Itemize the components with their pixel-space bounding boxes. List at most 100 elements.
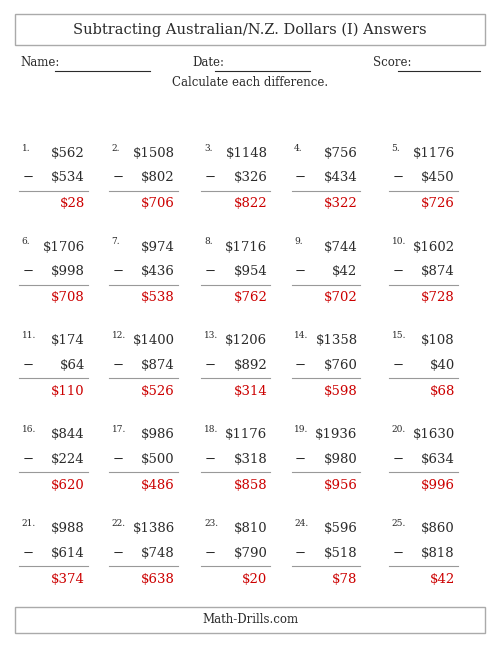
- Text: $858: $858: [234, 479, 268, 492]
- Text: −: −: [295, 265, 306, 278]
- Text: $224: $224: [52, 453, 85, 466]
- Text: $1508: $1508: [133, 147, 175, 160]
- Text: $802: $802: [142, 171, 175, 184]
- Text: $1936: $1936: [315, 428, 358, 441]
- Text: 21.: 21.: [22, 519, 36, 528]
- Text: −: −: [22, 547, 34, 560]
- Text: 15.: 15.: [392, 331, 406, 340]
- Text: 11.: 11.: [22, 331, 36, 340]
- Text: $314: $314: [234, 385, 268, 398]
- Text: −: −: [22, 171, 34, 184]
- Text: 22.: 22.: [112, 519, 126, 528]
- Bar: [15, 607, 485, 633]
- Text: $318: $318: [234, 453, 268, 466]
- Text: $974: $974: [141, 241, 175, 254]
- Text: 18.: 18.: [204, 425, 218, 434]
- Text: $40: $40: [430, 359, 455, 372]
- Text: $822: $822: [234, 197, 268, 210]
- Text: $42: $42: [332, 265, 357, 278]
- Text: $486: $486: [142, 479, 175, 492]
- Text: $760: $760: [324, 359, 358, 372]
- Text: 14.: 14.: [294, 331, 308, 340]
- Text: 12.: 12.: [112, 331, 126, 340]
- Text: $954: $954: [234, 265, 268, 278]
- Text: $174: $174: [52, 334, 85, 347]
- Text: $762: $762: [234, 291, 268, 304]
- Text: −: −: [112, 265, 124, 278]
- Text: Math-Drills.com: Math-Drills.com: [202, 613, 298, 626]
- Text: $42: $42: [430, 573, 455, 586]
- Text: $614: $614: [52, 547, 85, 560]
- Text: Score:: Score:: [372, 56, 411, 69]
- Text: −: −: [205, 265, 216, 278]
- Text: 9.: 9.: [294, 237, 302, 247]
- Text: $1206: $1206: [226, 334, 268, 347]
- Text: −: −: [205, 453, 216, 466]
- Text: $988: $988: [52, 522, 85, 535]
- Text: $1630: $1630: [413, 428, 455, 441]
- Text: $374: $374: [51, 573, 85, 586]
- Text: 25.: 25.: [392, 519, 406, 528]
- Text: $562: $562: [52, 147, 85, 160]
- Text: 6.: 6.: [22, 237, 30, 247]
- Text: $322: $322: [324, 197, 358, 210]
- Text: $1716: $1716: [225, 241, 268, 254]
- Text: $1400: $1400: [133, 334, 175, 347]
- Text: $596: $596: [324, 522, 358, 535]
- Text: −: −: [392, 547, 404, 560]
- Text: 16.: 16.: [22, 425, 36, 434]
- Text: $620: $620: [52, 479, 85, 492]
- Text: −: −: [392, 171, 404, 184]
- Text: 23.: 23.: [204, 519, 218, 528]
- Text: $748: $748: [142, 547, 175, 560]
- Text: $1602: $1602: [413, 241, 455, 254]
- Text: $526: $526: [142, 385, 175, 398]
- Text: 13.: 13.: [204, 331, 218, 340]
- Text: $986: $986: [141, 428, 175, 441]
- Text: −: −: [22, 453, 34, 466]
- Text: 24.: 24.: [294, 519, 308, 528]
- Text: $78: $78: [332, 573, 357, 586]
- Text: $708: $708: [52, 291, 85, 304]
- Text: −: −: [392, 265, 404, 278]
- Text: $64: $64: [60, 359, 85, 372]
- Text: $538: $538: [142, 291, 175, 304]
- Text: −: −: [112, 171, 124, 184]
- Text: $436: $436: [141, 265, 175, 278]
- Bar: [15, 14, 485, 45]
- Text: −: −: [22, 359, 34, 372]
- Text: $892: $892: [234, 359, 268, 372]
- Text: $1386: $1386: [133, 522, 175, 535]
- Text: −: −: [295, 453, 306, 466]
- Text: $756: $756: [324, 147, 358, 160]
- Text: $634: $634: [421, 453, 455, 466]
- Text: $726: $726: [421, 197, 455, 210]
- Text: $110: $110: [52, 385, 85, 398]
- Text: 5.: 5.: [392, 144, 400, 153]
- Text: $326: $326: [234, 171, 268, 184]
- Text: $706: $706: [141, 197, 175, 210]
- Text: 17.: 17.: [112, 425, 126, 434]
- Text: $790: $790: [234, 547, 268, 560]
- Text: $534: $534: [52, 171, 85, 184]
- Text: −: −: [205, 547, 216, 560]
- Text: −: −: [295, 359, 306, 372]
- Text: $598: $598: [324, 385, 358, 398]
- Text: −: −: [205, 359, 216, 372]
- Text: Name:: Name:: [20, 56, 59, 69]
- Text: $1148: $1148: [226, 147, 268, 160]
- Text: 2.: 2.: [112, 144, 120, 153]
- Text: 19.: 19.: [294, 425, 308, 434]
- Text: $980: $980: [324, 453, 358, 466]
- Text: $28: $28: [60, 197, 85, 210]
- Text: 3.: 3.: [204, 144, 212, 153]
- Text: −: −: [112, 359, 124, 372]
- Text: Calculate each difference.: Calculate each difference.: [172, 76, 328, 89]
- Text: $450: $450: [422, 171, 455, 184]
- Text: Date:: Date:: [192, 56, 224, 69]
- Text: $500: $500: [142, 453, 175, 466]
- Text: Subtracting Australian/N.Z. Dollars (I) Answers: Subtracting Australian/N.Z. Dollars (I) …: [73, 23, 427, 37]
- Text: $956: $956: [324, 479, 358, 492]
- Text: $728: $728: [421, 291, 455, 304]
- Text: $874: $874: [142, 359, 175, 372]
